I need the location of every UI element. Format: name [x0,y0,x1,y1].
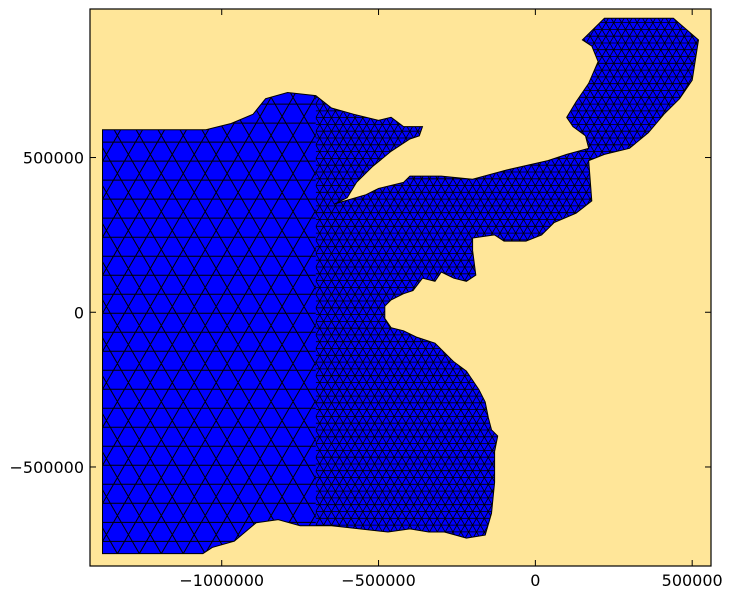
x-tick-label: 500000 [662,571,723,590]
x-tick-label: −1000000 [179,571,264,590]
mesh-lines-zone-0 [102,18,316,554]
x-tick-label: 0 [530,571,540,590]
plot-frame [89,8,712,567]
y-tick-label: −500000 [10,458,84,477]
y-tick-label: 500000 [23,149,84,168]
mesh-domain-boundary [102,17,700,555]
y-tick-label: 0 [74,303,84,322]
x-axis: −1000000 −500000 0 500000 [179,9,723,590]
mesh-zone-0 [102,18,316,554]
y-axis: 500000 0 −500000 [10,149,711,477]
x-tick-label: −500000 [341,571,415,590]
mesh-domain-fill [102,18,699,554]
